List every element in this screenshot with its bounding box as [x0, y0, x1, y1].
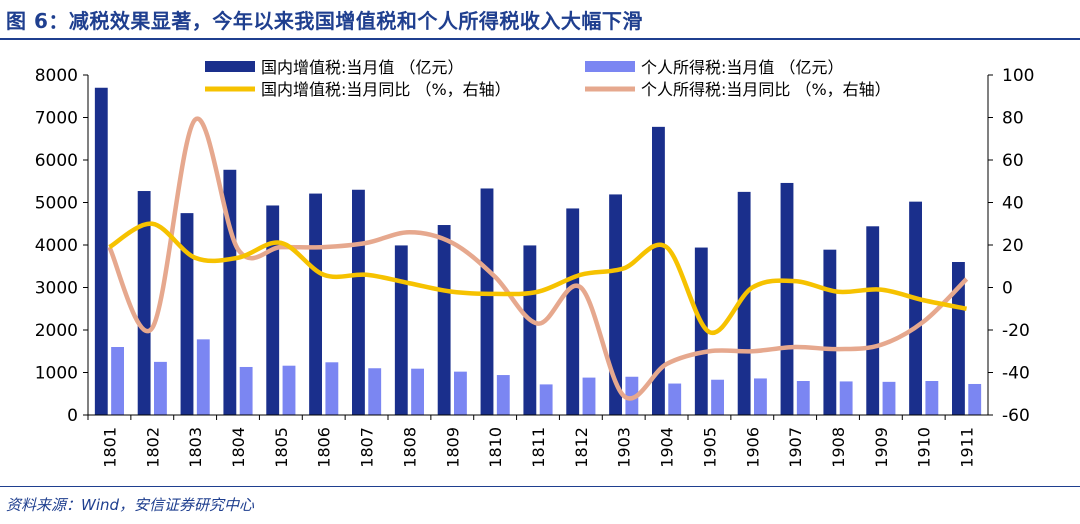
- vat-yoy-line: [108, 221, 968, 335]
- pit-value-bar: [111, 347, 124, 415]
- x-tick-label: 1811: [529, 427, 548, 468]
- vat-value-bar: [737, 191, 751, 415]
- legend-vat-value-label: 国内增值税:当月值 （亿元）: [261, 58, 463, 77]
- vat-value-bar: [694, 247, 708, 415]
- vat-value-bar: [309, 193, 322, 415]
- x-tick-label: 1805: [272, 427, 291, 468]
- x-tick-label: 1801: [100, 427, 119, 468]
- x-tick-label: 1907: [786, 427, 805, 468]
- pit-value-bar: [454, 371, 467, 415]
- vat-value-bar: [609, 194, 622, 415]
- x-tick-label: 1804: [229, 427, 248, 468]
- x-tick-label: 1903: [615, 427, 634, 468]
- x-tick-label: 1904: [658, 427, 677, 468]
- vat-value-bar: [94, 87, 108, 415]
- pit-yoy-line: [107, 116, 969, 401]
- x-tick-label: 1908: [829, 427, 848, 468]
- x-tick-label: 1806: [315, 427, 334, 468]
- pit-value-bar: [411, 368, 424, 415]
- left-tick-label: 4000: [35, 236, 78, 256]
- pit-value-bar: [239, 366, 253, 415]
- vat-value-bar: [866, 226, 880, 415]
- vat-value-bar: [566, 208, 580, 415]
- right-tick-label: -60: [1002, 406, 1030, 426]
- vat-value-bar: [780, 182, 794, 415]
- x-tick-label: 1803: [186, 427, 205, 468]
- legend-vat-value-swatch: [205, 61, 255, 72]
- x-tick-label: 1911: [958, 427, 977, 468]
- vat-value-bar: [180, 213, 194, 415]
- right-tick-label: -40: [1002, 364, 1030, 384]
- figure-title: 图 6：减税效果显著，今年以来我国增值税和个人所得税收入大幅下滑: [6, 8, 643, 33]
- right-tick-label: 80: [1002, 109, 1024, 129]
- vat-value-bar: [394, 245, 408, 415]
- pit-value-bar: [196, 339, 210, 415]
- pit-value-bar: [582, 377, 596, 415]
- left-tick-label: 0: [67, 406, 78, 426]
- right-tick-label: 60: [1002, 151, 1024, 171]
- right-tick-label: 0: [1002, 279, 1013, 299]
- pit-value-bar: [711, 379, 724, 415]
- vat-value-bar: [137, 191, 151, 415]
- legend-vat-yoy-label: 国内增值税:当月同比 （%，右轴）: [261, 80, 511, 99]
- pit-value-bar: [668, 383, 682, 415]
- pit-value-bar: [154, 361, 167, 415]
- left-tick-label: 6000: [35, 151, 78, 171]
- pit-value-bar: [925, 381, 939, 415]
- left-tick-label: 1000: [35, 364, 78, 384]
- vat-value-bar: [652, 126, 665, 415]
- vat-value-bar: [437, 225, 451, 415]
- left-tick-label: 8000: [35, 66, 78, 86]
- pit-value-bar: [282, 365, 296, 415]
- title-bar: 图 6：减税效果显著，今年以来我国增值税和个人所得税收入大幅下滑: [0, 0, 1080, 40]
- vat-value-bar: [952, 262, 965, 415]
- pit-value-bar: [882, 381, 896, 415]
- x-tick-label: 1810: [486, 427, 505, 468]
- tax-chart: 010002000300040005000600070008000-60-40-…: [35, 58, 1035, 468]
- vat-value-bar: [909, 201, 922, 415]
- right-tick-label: -20: [1002, 321, 1030, 341]
- x-tick-label: 1905: [700, 427, 719, 468]
- left-tick-label: 7000: [35, 109, 78, 129]
- right-tick-label: 20: [1002, 236, 1024, 256]
- left-tick-label: 5000: [35, 194, 78, 214]
- pit-value-bar: [754, 378, 767, 415]
- pit-value-bar: [796, 381, 810, 415]
- legend-pit-value-label: 个人所得税:当月值 （亿元）: [641, 58, 843, 77]
- right-tick-label: 40: [1002, 194, 1024, 214]
- vat-value-bar: [352, 189, 365, 415]
- legend-pit-yoy-label: 个人所得税:当月同比 （%，右轴）: [641, 80, 891, 99]
- vat-value-bar: [266, 205, 280, 415]
- pit-value-bar: [839, 381, 853, 415]
- vat-value-bar: [480, 188, 494, 415]
- right-tick-label: 100: [1002, 66, 1034, 86]
- pit-value-bar: [539, 384, 553, 415]
- vat-value-bar: [823, 249, 837, 415]
- x-tick-label: 1909: [872, 427, 891, 468]
- x-tick-label: 1812: [572, 427, 591, 468]
- x-tick-label: 1802: [143, 427, 162, 468]
- source-bar: 资料来源：Wind，安信证券研究中心: [0, 486, 1080, 522]
- pit-value-bar: [496, 375, 510, 415]
- x-tick-label: 1910: [915, 427, 934, 468]
- x-tick-label: 1809: [443, 427, 462, 468]
- left-tick-label: 3000: [35, 279, 78, 299]
- x-tick-label: 1807: [358, 427, 377, 468]
- legend-pit-value-swatch: [585, 61, 635, 72]
- pit-value-bar: [325, 362, 339, 415]
- vat-value-bar: [523, 245, 537, 415]
- x-tick-label: 1906: [743, 427, 762, 468]
- left-tick-label: 2000: [35, 321, 78, 341]
- source-note: 资料来源：Wind，安信证券研究中心: [6, 496, 255, 514]
- pit-value-bar: [368, 368, 382, 415]
- x-tick-label: 1808: [400, 427, 419, 468]
- pit-value-bar: [968, 383, 982, 415]
